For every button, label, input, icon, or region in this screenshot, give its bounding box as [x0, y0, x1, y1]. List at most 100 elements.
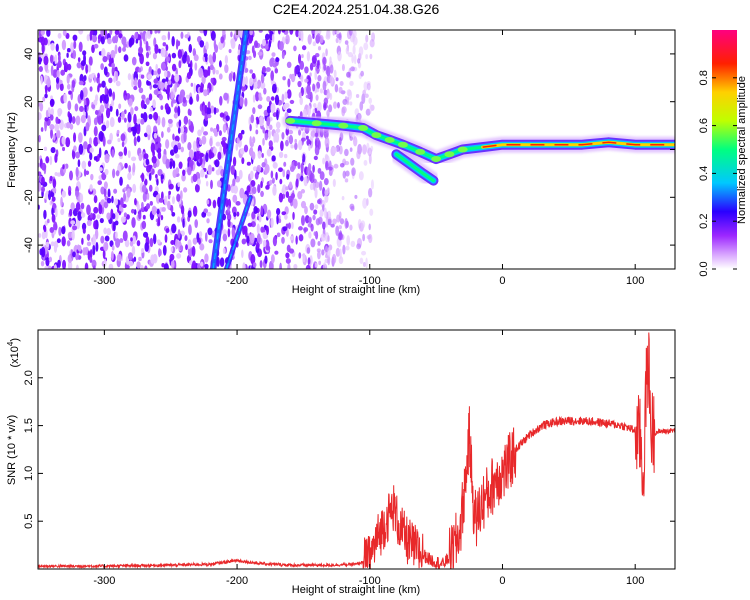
spectrogram-noise-blob: [89, 257, 93, 263]
spectrogram-noise-blob: [325, 160, 329, 171]
spectrogram-noise-blob: [169, 161, 173, 170]
spectrogram-noise-blob: [130, 237, 133, 242]
spectrogram-noise-blob: [283, 161, 287, 167]
spectrogram-noise-blob: [322, 80, 327, 92]
spectrogram-noise-blob: [273, 132, 277, 144]
spectrogram-noise-blob: [241, 249, 244, 259]
spectrogram-noise-blob: [119, 176, 123, 186]
spectrogram-noise-blob: [93, 206, 99, 214]
spectrogram-noise-blob: [257, 183, 261, 194]
spectrogram-noise-blob: [69, 170, 74, 181]
spectrogram-noise-blob: [107, 37, 112, 45]
spectrogram-noise-blob: [255, 116, 259, 121]
spectrogram-noise-blob: [309, 172, 315, 184]
spectrogram-noise-blob: [344, 218, 348, 229]
spectrogram-noise-blob: [245, 75, 248, 86]
spectrogram-noise-blob: [153, 190, 159, 196]
spectrogram-noise-blob: [317, 46, 322, 51]
spectrogram-noise-blob: [86, 204, 91, 216]
spectrogram-noise-blob: [281, 131, 285, 140]
spectrogram-noise-blob: [62, 30, 67, 36]
spectrogram-noise-blob: [67, 111, 71, 118]
spectrogram-noise-blob: [206, 218, 210, 224]
spectrogram-noise-blob: [342, 244, 346, 255]
spectrogram-noise-blob: [56, 69, 60, 79]
spectrogram-noise-blob: [130, 208, 135, 214]
spectrogram-noise-blob: [365, 54, 368, 60]
spectrogram-noise-blob: [239, 97, 244, 107]
spectrogram-noise-blob: [148, 184, 153, 192]
spectrogram-noise-blob: [72, 225, 78, 231]
spectrogram-noise-blob: [210, 30, 216, 41]
spectrogram-noise-blob: [201, 126, 204, 133]
spectrogram-noise-blob: [239, 187, 245, 199]
spectrogram-noise-blob: [298, 129, 302, 136]
spectrogram-noise-blob: [182, 169, 186, 176]
spectrogram-noise-blob: [114, 198, 119, 206]
spectrogram-signal-peak: [482, 141, 675, 148]
spectrogram-noise-blob: [127, 98, 133, 106]
spectrogram-noise-blob: [319, 88, 324, 94]
spectrogram-noise-blob: [305, 264, 311, 269]
spectrogram-noise-blob: [253, 81, 258, 90]
spectrogram-noise-blob: [193, 54, 199, 62]
spectrogram-streaks: [209, 30, 253, 269]
snr-ytick-label: 1.5: [23, 418, 35, 433]
spectrogram-noise-blob: [161, 34, 167, 41]
spectrogram-noise-blob: [312, 164, 315, 173]
snr-xtick-label: -300: [93, 575, 115, 587]
spectrogram-noise-blob: [111, 195, 114, 204]
spectrogram-noise-blob: [291, 221, 294, 230]
spectrogram-noise-blob: [218, 130, 222, 136]
spectrogram-noise-blob: [325, 253, 328, 259]
spectrogram-noise-blob: [286, 61, 292, 69]
spectrogram-noise-blob: [118, 33, 123, 39]
spectrogram-ytick-label: -40: [23, 237, 35, 253]
spectrogram-noise-blob: [304, 78, 309, 83]
spectrogram-noise-blob: [67, 260, 73, 269]
spectrogram-signal-blob: [397, 141, 408, 148]
spectrogram-noise-blob: [174, 135, 180, 143]
spectrogram-noise-blob: [84, 262, 89, 269]
spectrogram-noise-blob: [151, 69, 154, 76]
spectrogram-noise-blob: [194, 62, 198, 71]
spectrogram-noise-blob: [171, 196, 176, 205]
spectrogram-noise-blob: [360, 70, 364, 77]
spectrogram-noise-blob: [145, 203, 151, 210]
spectrogram-noise-blob: [341, 107, 346, 117]
spectrogram-noise-blob: [241, 157, 245, 165]
spectrogram-noise-blob: [86, 219, 92, 227]
spectrogram-noise-blob: [153, 233, 157, 245]
spectrogram-noise-blob: [124, 94, 127, 101]
spectrogram-noise-blob: [69, 123, 74, 130]
spectrogram-noise-blob: [178, 161, 183, 170]
spectrogram-noise-blob: [103, 201, 109, 209]
spectrogram-noise-blob: [45, 241, 50, 248]
spectrogram-noise-blob: [157, 216, 161, 226]
spectrogram-noise-blob: [44, 84, 48, 95]
spectrogram-noise-blob: [260, 180, 263, 189]
spectrogram-noise-blob: [144, 178, 148, 186]
spectrogram-noise-blob: [147, 74, 153, 80]
spectrogram-noise-blob: [304, 206, 308, 215]
spectrogram-noise-blob: [285, 252, 290, 259]
spectrogram-noise-blob: [286, 89, 292, 99]
spectrogram-noise-blob: [165, 139, 170, 149]
spectrogram-noise-blob: [40, 127, 44, 132]
spectrogram-noise-blob: [279, 262, 282, 269]
spectrogram-noise-blob: [76, 244, 80, 251]
spectrogram-noise-blob: [167, 79, 172, 85]
spectrogram-noise-blob: [78, 41, 83, 53]
spectrogram-noise-blob: [140, 248, 145, 253]
spectrogram-noise-blob: [225, 115, 230, 122]
spectrogram-noise-blob: [336, 102, 340, 109]
spectrogram-noise-blob: [88, 56, 93, 66]
spectrogram-noise-blob: [55, 43, 59, 52]
spectrogram-noise-blob: [140, 118, 145, 125]
spectrogram-noise-blob: [244, 97, 248, 107]
spectrogram-noise-blob: [188, 149, 194, 160]
spectrogram-noise-blob: [289, 165, 295, 173]
spectrogram-noise-blob: [275, 171, 278, 181]
spectrogram-noise-blob: [302, 153, 306, 163]
spectrogram-noise-blob: [210, 83, 214, 92]
